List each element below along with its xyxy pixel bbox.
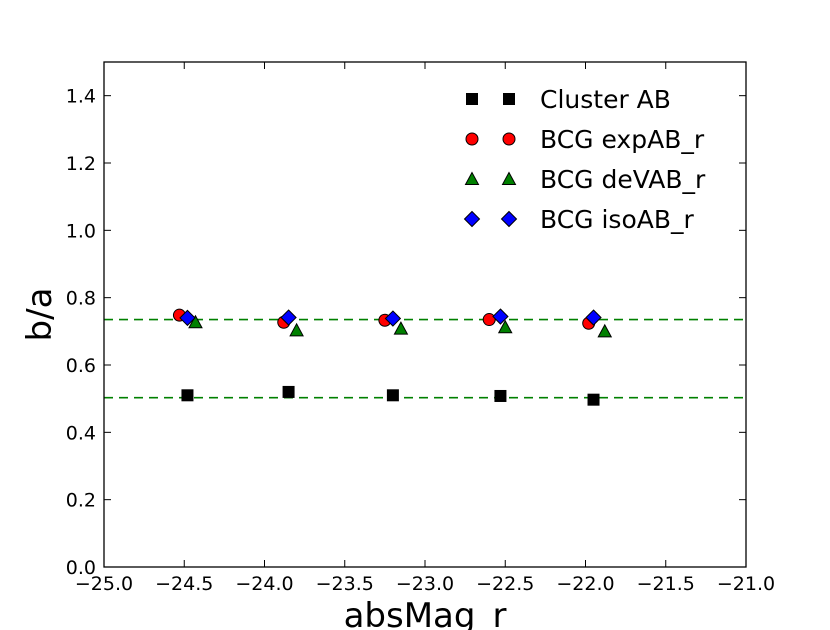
reference-lines	[104, 318, 746, 399]
y-tick-label: 1.4	[66, 86, 96, 108]
data-marks	[172, 308, 613, 406]
legend-label: BCG expAB_r	[540, 125, 705, 154]
x-tick-label: −23.0	[396, 573, 454, 595]
legend-marker	[502, 132, 516, 146]
data-point	[280, 309, 297, 326]
x-tick-label: −21.5	[637, 573, 695, 595]
legend-label: Cluster AB	[540, 85, 671, 114]
data-point	[585, 309, 602, 326]
data-point	[179, 309, 196, 327]
legend-marker	[463, 210, 481, 228]
data-point	[386, 389, 399, 402]
data-point	[282, 385, 295, 398]
data-point	[384, 310, 402, 327]
y-tick-label: 0.6	[66, 355, 96, 377]
data-point	[188, 314, 203, 329]
data-point	[597, 323, 613, 338]
x-tick-label: −23.5	[316, 573, 374, 595]
legend-marker	[500, 210, 518, 228]
legend-marker	[503, 93, 515, 105]
y-tick-label: 0.0	[66, 557, 96, 579]
x-tick-label: −24.5	[155, 573, 213, 595]
legend-marker	[501, 171, 517, 185]
x-tick-label: −22.5	[476, 573, 534, 595]
legend-label: BCG isoAB_r	[540, 205, 695, 234]
y-tick-label: 0.2	[66, 490, 96, 512]
x-tick-label: −22.0	[556, 573, 614, 595]
y-tick-label: 0.4	[66, 422, 96, 444]
data-point	[289, 322, 304, 337]
y-tick-label: 1.0	[66, 220, 96, 242]
data-point	[393, 321, 409, 335]
data-point	[492, 308, 509, 325]
legend: Cluster AB BCG expAB_r BCG deVAB_r BCG isoA…	[463, 85, 706, 234]
y-axis-label: b/a	[20, 288, 60, 342]
data-point	[587, 393, 600, 406]
data-point	[497, 319, 513, 334]
data-point	[494, 389, 507, 402]
data-point	[482, 313, 496, 327]
x-tick-label: −25.0	[75, 573, 133, 595]
legend-label: BCG deVAB_r	[540, 165, 706, 194]
x-axis-label: absMag_r	[344, 596, 507, 630]
legend-marker	[466, 93, 478, 105]
y-tick-label: 0.8	[66, 288, 96, 310]
y-tick-label: 1.2	[66, 153, 96, 175]
legend-marker	[465, 132, 479, 146]
x-tick-label: −21.0	[717, 573, 775, 595]
data-point	[181, 389, 194, 402]
legend-marker	[464, 171, 480, 185]
x-tick-label: −24.0	[235, 573, 293, 595]
axis-ticks: −25.0 −24.5 −24.0 −23.5 −23.0 −22.5 −22.0 −21.5…	[66, 62, 775, 595]
